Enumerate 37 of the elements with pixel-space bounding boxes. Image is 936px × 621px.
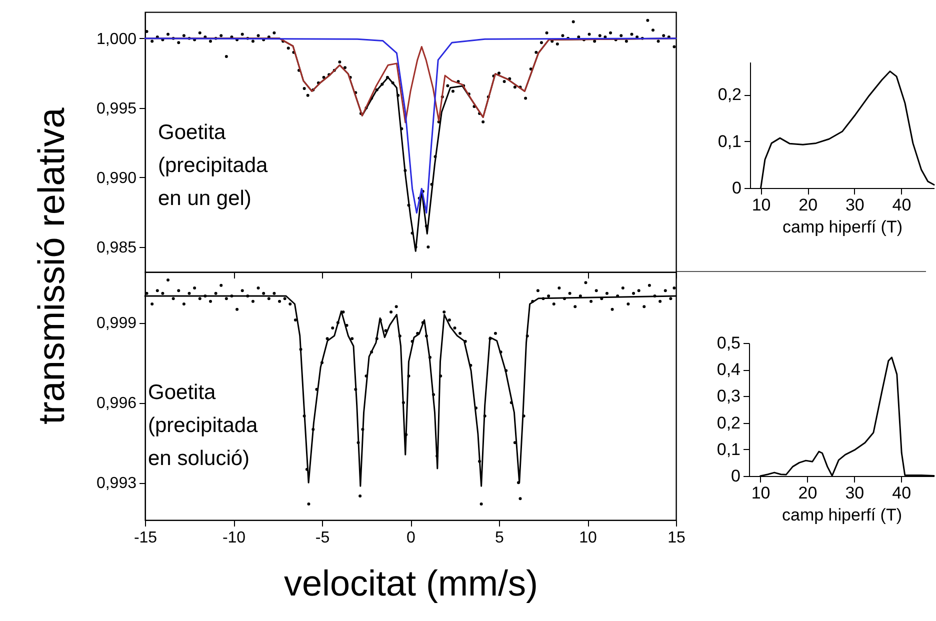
x-tick-label: 0 bbox=[406, 530, 416, 546]
y-tick-label: 0,993 bbox=[96, 475, 137, 492]
y-tick-label: 0 bbox=[731, 466, 740, 486]
x-tick-label: 30 bbox=[845, 484, 864, 502]
y-axis-title: transmissió relativa bbox=[31, 108, 73, 424]
y-tick-label: 1,000 bbox=[96, 30, 137, 48]
annotation: Goetita (precipitada en solució) bbox=[148, 381, 258, 470]
x-tick-label: 40 bbox=[892, 196, 912, 214]
x-tick-label: 20 bbox=[798, 484, 818, 502]
y-tick-label: 0,999 bbox=[96, 315, 137, 332]
x-axis-title: camp hiperfí (T) bbox=[782, 506, 902, 524]
y-tick-label: 0,2 bbox=[716, 413, 740, 432]
y-tick-label: 0,2 bbox=[718, 85, 742, 104]
x-tick-label: 15 bbox=[668, 530, 686, 546]
y-tick-label: 0,4 bbox=[716, 360, 740, 380]
x-tick-label: 5 bbox=[495, 530, 504, 546]
x-tick-label: 10 bbox=[751, 484, 770, 502]
x-tick-label: 20 bbox=[798, 196, 818, 214]
x-axis-title: velocitat (mm/s) bbox=[284, 562, 538, 604]
y-tick-label: 0,1 bbox=[718, 132, 742, 151]
x-tick-label: 10 bbox=[579, 530, 597, 546]
x-tick-label: 30 bbox=[845, 196, 864, 214]
y-tick-label: 0,985 bbox=[96, 239, 137, 256]
x-axis-title: camp hiperfí (T) bbox=[782, 218, 902, 236]
y-tick-label: 0,990 bbox=[96, 170, 137, 187]
x-tick-label: 40 bbox=[892, 484, 912, 502]
x-tick-label: -10 bbox=[222, 530, 246, 546]
y-tick-label: 0,5 bbox=[716, 334, 740, 352]
x-tick-label: 10 bbox=[752, 196, 771, 214]
y-tick-label: 0,995 bbox=[96, 100, 137, 118]
y-tick-label: 0,996 bbox=[96, 395, 137, 412]
y-tick-label: 0 bbox=[732, 178, 742, 198]
x-tick-label: -15 bbox=[134, 530, 158, 546]
y-tick-label: 0,3 bbox=[716, 386, 740, 406]
annotation: Goetita (precipitada en un gel) bbox=[158, 121, 268, 210]
x-tick-label: -5 bbox=[315, 530, 330, 546]
y-tick-label: 0,1 bbox=[716, 440, 740, 459]
